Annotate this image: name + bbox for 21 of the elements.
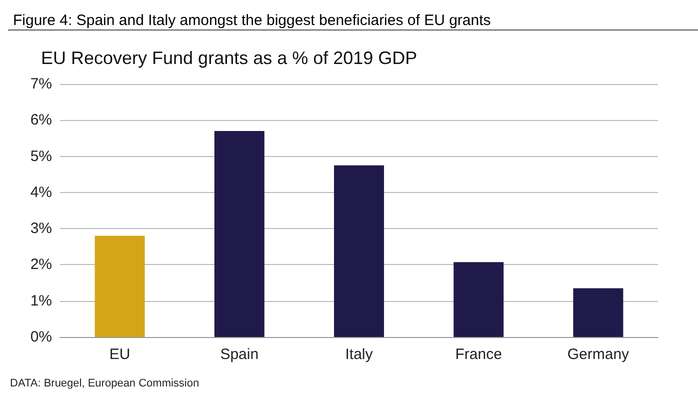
y-tick-label: 7% [30, 76, 52, 92]
y-tick-label: 2% [30, 256, 52, 274]
text: DATA: Bruegel, European Commission [10, 378, 200, 390]
bar [94, 236, 145, 337]
chart-subtitle: EU Recovery Fund grants as a % of 2019 GDP [41, 48, 418, 68]
y-tick-label: 1% [30, 292, 52, 310]
x-tick-label: Germany [567, 346, 630, 363]
bar [214, 130, 264, 337]
y-tick-label: 3% [30, 220, 52, 238]
y-tick-label: 0% [30, 328, 52, 346]
x-tick-label: Spain [220, 346, 259, 363]
x-tick-label: EU [109, 346, 130, 363]
chart-title: Figure 4: Spain and Italy amongst the biggest beneficiaries of EU grants [13, 12, 491, 29]
y-tick-label: 4% [30, 184, 52, 201]
y-tick-label: 6% [30, 112, 52, 129]
bar [454, 262, 504, 337]
x-tick-label: Italy [345, 346, 374, 363]
x-tick-label: France [455, 346, 502, 363]
y-tick-label: 5% [30, 148, 52, 165]
bar [573, 288, 624, 337]
bar [334, 165, 384, 337]
